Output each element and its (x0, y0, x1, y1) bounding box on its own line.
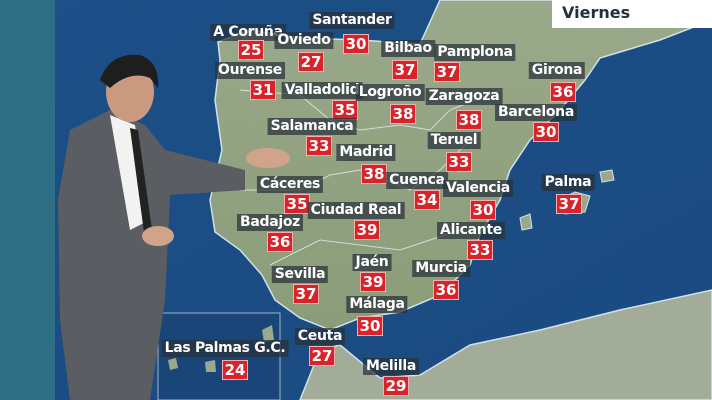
city-name: A Coruña (210, 24, 286, 41)
city-temperature: 38 (361, 164, 387, 184)
city-name: Logroño (355, 84, 425, 101)
city-name: Madrid (336, 144, 396, 161)
presenter (58, 54, 290, 400)
city-temperature: 36 (550, 82, 576, 102)
city-name: Cáceres (256, 176, 324, 193)
city-name: Salamanca (267, 118, 357, 135)
city-name: Málaga (346, 296, 408, 313)
city-temperature: 30 (470, 200, 496, 220)
city-name: Oviedo (274, 32, 334, 49)
city-temperature: 33 (446, 152, 472, 172)
city-name: Palma (541, 174, 595, 191)
city-temperature: 35 (284, 194, 310, 214)
city-temperature: 24 (222, 360, 248, 380)
city-temperature: 30 (343, 34, 369, 54)
city-name: Badajoz (236, 214, 304, 231)
city-name: Las Palmas G.C. (161, 340, 289, 357)
city-name: Cuenca (386, 172, 448, 189)
city-name: Valencia (443, 180, 513, 197)
city-name: Girona (528, 62, 586, 79)
city-temperature: 27 (309, 346, 335, 366)
city-temperature: 37 (434, 62, 460, 82)
city-name: Bilbao (381, 40, 435, 57)
city-temperature: 30 (357, 316, 383, 336)
canary-islands (168, 325, 274, 372)
city-temperature: 39 (360, 272, 386, 292)
city-temperature: 38 (456, 110, 482, 130)
city-name: Santander (309, 12, 395, 29)
city-name: Valladolid (281, 82, 363, 99)
city-name: Pamplona (434, 44, 516, 61)
city-name: Sevilla (271, 266, 329, 283)
city-temperature: 38 (390, 104, 416, 124)
day-badge: Viernes (552, 0, 712, 28)
city-name: Ourense (215, 62, 285, 79)
city-name: Alicante (437, 222, 505, 239)
city-temperature: 37 (392, 60, 418, 80)
city-temperature: 29 (383, 376, 409, 396)
city-name: Murcia (412, 260, 470, 277)
city-name: Ciudad Real (307, 202, 405, 219)
city-temperature: 31 (250, 80, 276, 100)
city-name: Ceuta (294, 328, 346, 345)
city-temperature: 37 (293, 284, 319, 304)
city-temperature: 36 (433, 280, 459, 300)
city-name: Melilla (363, 358, 419, 375)
city-name: Jaén (352, 254, 392, 271)
studio-wall (0, 0, 55, 400)
city-temperature: 30 (533, 122, 559, 142)
city-temperature: 25 (238, 40, 264, 60)
city-temperature: 33 (467, 240, 493, 260)
city-temperature: 35 (332, 100, 358, 120)
city-temperature: 34 (414, 190, 440, 210)
city-temperature: 39 (354, 220, 380, 240)
city-temperature: 27 (298, 52, 324, 72)
city-temperature: 33 (306, 136, 332, 156)
city-name: Barcelona (495, 104, 577, 121)
city-name: Zaragoza (425, 88, 503, 105)
city-temperature: 37 (556, 194, 582, 214)
city-name: Teruel (427, 132, 481, 149)
city-temperature: 36 (267, 232, 293, 252)
